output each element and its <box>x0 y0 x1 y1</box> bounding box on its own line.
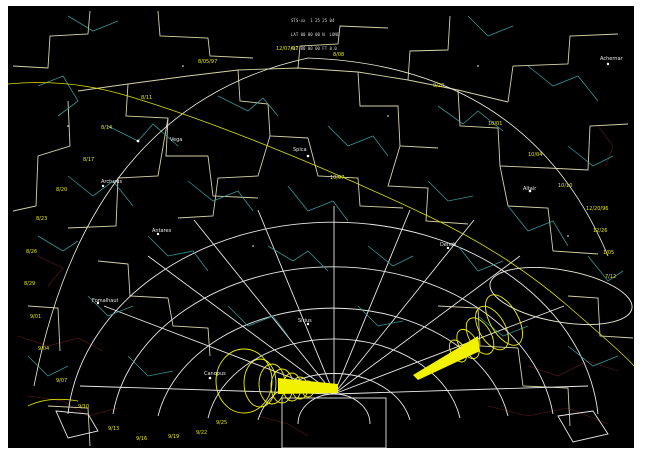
star-label: Canopus <box>204 371 226 377</box>
header-line-3: ALT 00 00 00 FT 0.0 <box>291 45 337 51</box>
date-label: 9/19 <box>168 434 180 440</box>
constellation-lines <box>27 15 624 377</box>
date-label: 9/25 <box>216 420 228 426</box>
date-label: 9/10 <box>78 404 90 410</box>
stars <box>67 62 610 380</box>
date-label: 9/22 <box>196 430 208 436</box>
date-label: 12/26 <box>593 228 608 234</box>
star-label: Spica <box>293 147 307 153</box>
star-label: Arcturus <box>101 179 123 185</box>
date-label: 10/10 <box>558 183 573 189</box>
date-label: 8/14 <box>101 125 113 131</box>
star-label: Deneb <box>440 242 457 248</box>
date-label: 8/29 <box>24 281 36 287</box>
ecliptic-lines <box>8 57 634 407</box>
date-label: 9/07 <box>56 378 68 384</box>
horizon-grid <box>55 206 609 448</box>
header-line-2: LAT 00 00 00 N LONG <box>291 31 340 37</box>
date-label: 8/20 <box>56 187 68 193</box>
date-label: 8/11 <box>141 95 153 101</box>
star-label: Vega <box>170 137 183 143</box>
header-line-1: STS-xx 1 25 25 04 <box>291 18 335 24</box>
orbit-ellipse <box>489 267 633 325</box>
date-label: 12/07/97 <box>276 46 299 52</box>
date-label: 1/05 <box>603 250 615 256</box>
star-label: Antares <box>152 228 172 234</box>
sky-chart-viewer[interactable]: STS-xx 1 25 25 04 LAT 00 00 00 N LONG AL… <box>8 6 634 448</box>
date-label: 9/01 <box>30 314 42 320</box>
star-label: Achernar <box>600 56 623 62</box>
date-label: 9/28 <box>433 83 445 89</box>
sky-map[interactable] <box>8 6 634 448</box>
date-label: 10/07 <box>330 175 345 181</box>
star-label: Altair <box>523 186 537 192</box>
date-label: 10/01 <box>488 121 503 127</box>
date-label: 10/04 <box>528 152 543 158</box>
date-label: 8/05/97 <box>198 59 218 65</box>
date-label: 8/17 <box>83 157 95 163</box>
header-readout: STS-xx 1 25 25 04 LAT 00 00 00 N LONG AL… <box>291 10 339 61</box>
date-label: 9/16 <box>136 436 148 442</box>
star-label: Sirius <box>298 318 312 324</box>
date-label: 8/23 <box>36 216 48 222</box>
orbit-track-left <box>215 348 338 414</box>
faint-grid-lines <box>17 125 619 437</box>
orbit-track-right <box>413 294 523 380</box>
date-label: 8/08 <box>333 52 345 58</box>
date-label: 8/26 <box>26 249 38 255</box>
date-label: 12/20/96 <box>586 206 609 212</box>
date-label: 9/04 <box>38 346 50 352</box>
star-label: Fomalhaut <box>92 298 119 304</box>
date-label: 7/12 <box>605 274 617 280</box>
date-label: 9/13 <box>108 426 120 432</box>
